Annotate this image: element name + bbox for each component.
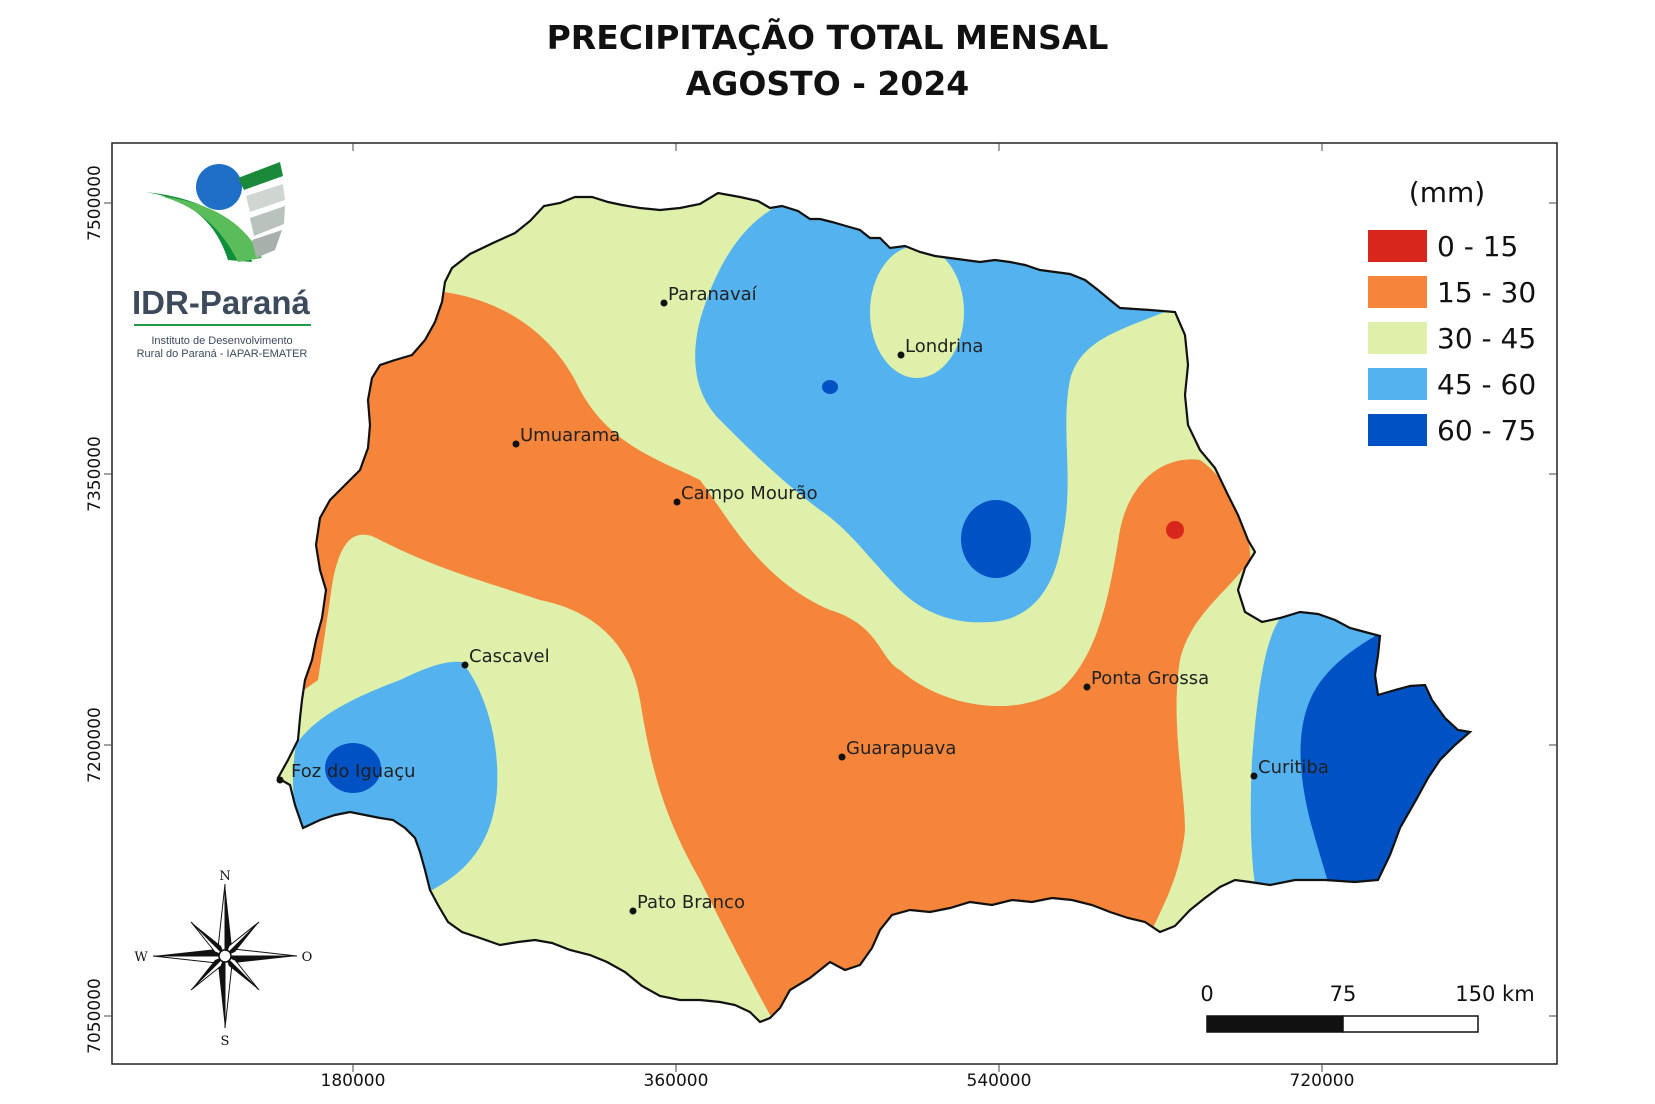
zone-45-60-north [695,198,1170,623]
logo-subtitle: Instituto de Desenvolvimento [151,335,292,347]
city-dot [660,299,668,307]
city-dot [897,351,905,359]
legend-label: 60 - 75 [1437,414,1536,447]
logo-name: IDR-Paraná [132,284,311,321]
zone-60-75-spot [822,380,838,394]
x-tick-label: 180000 [321,1071,386,1091]
city-label: Guarapuava [846,738,956,759]
city-dot [838,753,846,761]
city-label: Cascavel [469,646,550,667]
y-tick-label: 7500000 [85,165,105,241]
x-tick-label: 540000 [967,1071,1032,1091]
legend-label: 30 - 45 [1437,322,1536,355]
city-dot [1083,683,1091,691]
city-dot [1250,772,1258,780]
x-tick-label: 360000 [644,1071,709,1091]
compass-e: O [302,950,313,965]
legend: (mm) 0 - 15 15 - 30 30 - 45 45 - 60 60 -… [1368,176,1536,447]
compass-rose-icon [152,883,298,1029]
legend-label: 15 - 30 [1437,276,1536,309]
zone-60-75-foz [325,743,381,793]
map-title-line2: AGOSTO - 2024 [685,64,970,103]
x-axis [352,143,1323,1072]
logo-swoosh-icon [145,192,252,262]
city-markers: Paranavaí Londrina Umuarama Campo Mourão… [276,284,1329,915]
city-label: Paranavaí [668,284,758,305]
zone-60-75-center [961,500,1031,578]
y-tick-label: 7350000 [85,436,105,512]
compass-w: W [134,950,148,965]
city-dot [461,661,469,669]
legend-unit: (mm) [1409,176,1485,209]
city-label: Londrina [905,336,983,357]
idr-parana-logo: IDR-Paraná Instituto de Desenvolvimento … [132,162,311,360]
logo-globe-icon [196,164,242,210]
city-label: Curitiba [1258,757,1329,778]
city-label: Pato Branco [637,892,745,913]
scale-label: 0 [1200,982,1213,1006]
zone-15-30-main [290,292,1251,1022]
city-dot [673,498,681,506]
legend-label: 0 - 15 [1437,230,1518,263]
city-dot [276,776,284,784]
legend-swatch-30-45 [1368,322,1427,354]
city-label: Foz do Iguaçu [291,761,416,782]
y-tick-label: 7050000 [85,978,105,1054]
y-axis [104,202,1557,1017]
city-label: Umuarama [520,425,620,446]
legend-swatch-45-60 [1368,368,1427,400]
scale-bar: 0 75 150 km [1200,982,1535,1033]
scale-label: 75 [1330,982,1357,1006]
city-dot [512,440,520,448]
scale-label: 150 km [1455,982,1534,1006]
compass-n: N [219,869,230,884]
legend-swatch-0-15 [1368,230,1427,262]
y-tick-label: 7200000 [85,707,105,783]
map-title-line1: PRECIPITAÇÃO TOTAL MENSAL [546,18,1109,57]
legend-swatch-60-75 [1368,414,1427,446]
legend-swatch-15-30 [1368,276,1427,308]
logo-subtitle: Rural do Paraná - IAPAR-EMATER [137,348,308,360]
zone-0-15-spot [1166,521,1184,539]
zone-30-45-londrina [870,246,964,378]
city-label: Campo Mourão [681,483,818,504]
city-label: Ponta Grossa [1091,668,1209,689]
legend-label: 45 - 60 [1437,368,1536,401]
compass-s: S [221,1034,230,1049]
x-tick-label: 720000 [1290,1071,1355,1091]
city-dot [629,907,637,915]
